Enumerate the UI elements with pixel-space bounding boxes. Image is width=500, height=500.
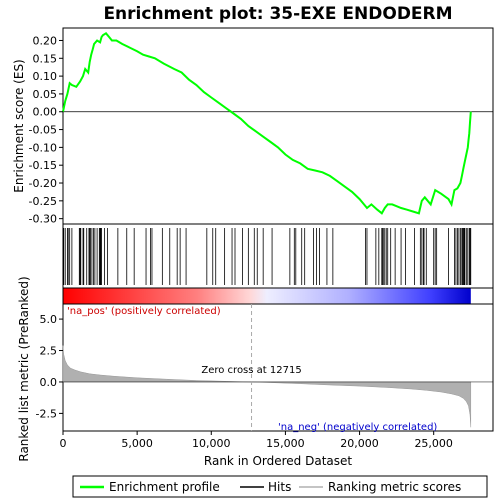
- metric-y-tick-label: 0.0: [40, 376, 58, 389]
- hits-panel: [62, 223, 494, 289]
- x-tick-label: 0: [60, 437, 67, 450]
- ranking-metric-area: [62, 345, 472, 428]
- x-tick-label: 20,000: [340, 437, 379, 450]
- legend: Enrichment profile Hits Ranking metric s…: [72, 475, 488, 498]
- x-tick-label: 25,000: [414, 437, 453, 450]
- hits-panel-frame: [62, 223, 494, 289]
- es-y-tick-label: -0.15: [29, 159, 57, 172]
- chart-title: Enrichment plot: 35-EXE ENDODERM: [103, 4, 452, 24]
- es-y-tick-label: -0.20: [29, 177, 57, 190]
- es-panel: -0.30 -0.25 -0.20 -0.15 -0.10 -0.05 0.00 0.05 0.…: [29, 27, 494, 226]
- es-y-ticks: -0.30 -0.25 -0.20 -0.15 -0.10 -0.05 0.00 0.05 0.…: [29, 34, 63, 226]
- neg-correlated-label: 'na_neg' (negatively correlated): [278, 422, 437, 433]
- zero-cross-label: Zero cross at 12715: [201, 365, 301, 376]
- enrichment-profile-line: [62, 32, 472, 215]
- metric-panel: Zero cross at 12715 'na_pos' (positively…: [36, 303, 494, 450]
- es-y-tick-label: -0.30: [29, 213, 57, 226]
- x-ticks: 0 5,000 10,000 15,000 20,000 25,000: [60, 431, 453, 450]
- x-tick-label: 10,000: [192, 437, 231, 450]
- metric-y-tick-label: 5.0: [40, 313, 58, 326]
- es-y-tick-label: 0.00: [33, 106, 58, 119]
- es-y-tick-label: 0.15: [33, 52, 58, 65]
- es-y-tick-label: -0.10: [29, 141, 57, 154]
- metric-y-tick-label: -2.5: [36, 407, 57, 420]
- es-y-tick-label: 0.10: [33, 70, 58, 83]
- es-panel-frame: [62, 27, 494, 225]
- legend-label-profile: Enrichment profile: [109, 480, 220, 494]
- metric-y-axis-title: Ranked list metric (PreRanked): [17, 276, 31, 461]
- es-y-tick-label: 0.20: [33, 34, 58, 47]
- rank-color-bar: [63, 288, 471, 304]
- pos-correlated-label: 'na_pos' (positively correlated): [67, 306, 221, 317]
- metric-y-ticks: -2.5 0.0 2.5 5.0: [36, 313, 63, 420]
- legend-label-hits: Hits: [268, 480, 291, 494]
- x-tick-label: 5,000: [121, 437, 153, 450]
- metric-y-tick-label: 2.5: [40, 345, 58, 358]
- x-axis-title: Rank in Ordered Dataset: [204, 454, 352, 468]
- legend-label-metric: Ranking metric scores: [328, 480, 461, 494]
- x-tick-label: 15,000: [266, 437, 305, 450]
- hits-markers: [63, 228, 472, 285]
- es-y-axis-title: Enrichment score (ES): [12, 59, 26, 192]
- es-y-tick-label: -0.25: [29, 195, 57, 208]
- legend-box: [72, 475, 488, 498]
- es-y-tick-label: 0.05: [33, 88, 58, 101]
- es-y-tick-label: -0.05: [29, 124, 57, 137]
